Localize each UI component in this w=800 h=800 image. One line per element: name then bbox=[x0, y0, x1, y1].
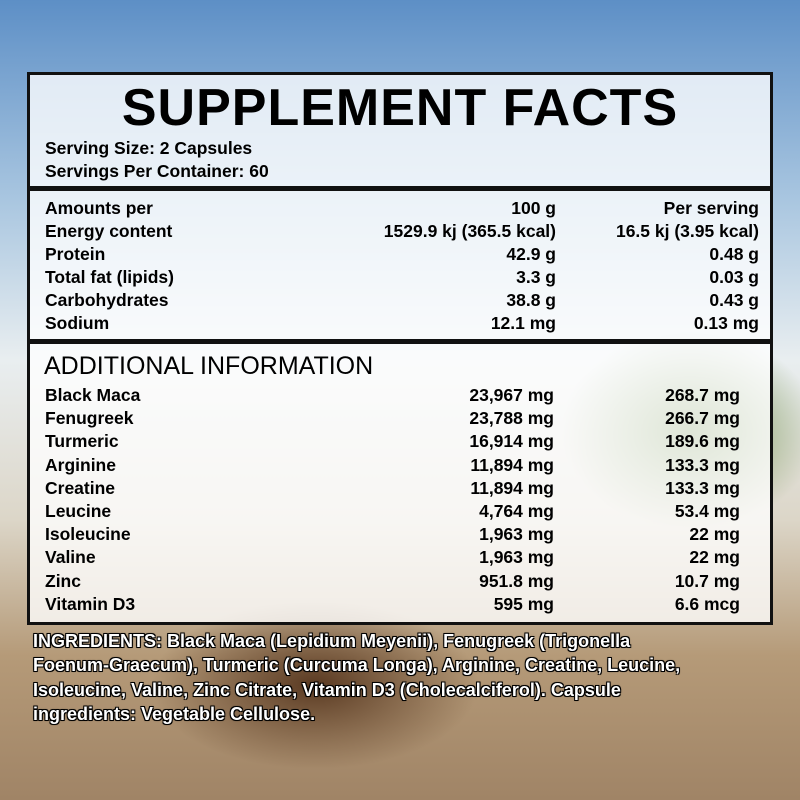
serving-line: Servings Per Container: 60 bbox=[45, 161, 269, 181]
additional-row-value: 4,764 mg bbox=[479, 501, 554, 521]
additional-row-value: 266.7 mg bbox=[665, 408, 740, 429]
additional-row-value: 22 mg bbox=[689, 524, 740, 545]
ingredients-line: Foenum-Graecum), Turmeric (Curcuma Longa… bbox=[33, 655, 681, 676]
additional-row-value: 1,963 mg bbox=[479, 547, 554, 568]
bg-root bbox=[150, 600, 480, 770]
additional-row-value: 951.8 mg bbox=[479, 570, 554, 591]
nutrition-row-label: Protein bbox=[45, 244, 106, 264]
title: SUPPLEMENT FACTS bbox=[121, 79, 679, 137]
additional-row-label: Valine bbox=[45, 547, 96, 568]
additional-row-label: Isoleucine bbox=[45, 524, 131, 545]
table-header-label: Amounts per bbox=[45, 198, 153, 218]
additional-row-value: 53.4 mg bbox=[674, 501, 740, 521]
divider bbox=[30, 186, 770, 191]
additional-row-value: 133.3 mg bbox=[665, 477, 740, 498]
additional-row-value: 595 mg bbox=[493, 593, 554, 614]
facts-panel bbox=[27, 72, 773, 625]
additional-row-value: 133.3 mg bbox=[665, 454, 740, 475]
nutrition-row-value: 0.48 g bbox=[709, 244, 759, 264]
nutrition-row-label: Energy content bbox=[45, 221, 173, 241]
additional-row-value: 11,894 mg bbox=[470, 477, 554, 498]
ingredients-line: ingredients: Vegetable Cellulose. bbox=[33, 703, 316, 724]
additional-row-value: 23,967 mg bbox=[469, 385, 554, 405]
nutrition-row-label: Total fat (lipids) bbox=[45, 267, 174, 287]
additional-row-label: Black Maca bbox=[45, 385, 141, 405]
additional-row-label: Arginine bbox=[45, 454, 116, 475]
section-title: ADDITIONAL INFORMATION bbox=[44, 352, 374, 380]
ingredients-line: Isoleucine, Valine, Zinc Citrate, Vitami… bbox=[33, 679, 621, 700]
additional-row-value: 22 mg bbox=[689, 547, 740, 568]
nutrition-row-value: 0.43 g bbox=[709, 290, 759, 310]
nutrition-row-label: Sodium bbox=[45, 313, 110, 333]
additional-row-label: Fenugreek bbox=[45, 408, 134, 429]
additional-row-value: 16,914 mg bbox=[469, 431, 554, 452]
additional-row-label: Turmeric bbox=[45, 431, 119, 452]
additional-row-value: 11,894 mg bbox=[470, 454, 554, 475]
nutrition-row-value: 12.1 mg bbox=[490, 313, 556, 333]
nutrition-row-label: Carbohydrates bbox=[45, 290, 169, 310]
additional-row-label: Zinc bbox=[45, 570, 81, 591]
additional-row-label: Creatine bbox=[45, 477, 116, 498]
divider bbox=[30, 339, 770, 344]
nutrition-row-value: 42.9 g bbox=[506, 244, 556, 264]
table-header-value: 100 g bbox=[511, 198, 556, 218]
table-header-value: Per serving bbox=[663, 198, 759, 218]
nutrition-row-value: 3.3 g bbox=[516, 267, 556, 287]
ingredients-line: INGREDIENTS: Black Maca (Lepidium Meyeni… bbox=[33, 631, 631, 651]
additional-row-value: 189.6 mg bbox=[665, 431, 740, 452]
serving-line: Serving Size: 2 Capsules bbox=[45, 138, 253, 158]
additional-row-value: 1,963 mg bbox=[479, 524, 554, 545]
nutrition-row-value: 38.8 g bbox=[506, 290, 556, 310]
nutrition-row-value: 0.13 mg bbox=[693, 313, 759, 333]
additional-row-value: 268.7 mg bbox=[665, 385, 740, 405]
nutrition-row-value: 16.5 kj (3.95 kcal) bbox=[615, 221, 759, 241]
nutrition-row-value: 0.03 g bbox=[709, 267, 759, 287]
additional-row-value: 6.6 mcg bbox=[674, 593, 740, 614]
additional-row-label: Leucine bbox=[45, 501, 112, 521]
additional-row-value: 10.7 mg bbox=[674, 570, 740, 591]
additional-row-value: 23,788 mg bbox=[469, 408, 554, 429]
additional-row-label: Vitamin D3 bbox=[45, 593, 136, 614]
nutrition-row-value: 1529.9 kj (365.5 kcal) bbox=[383, 221, 556, 241]
